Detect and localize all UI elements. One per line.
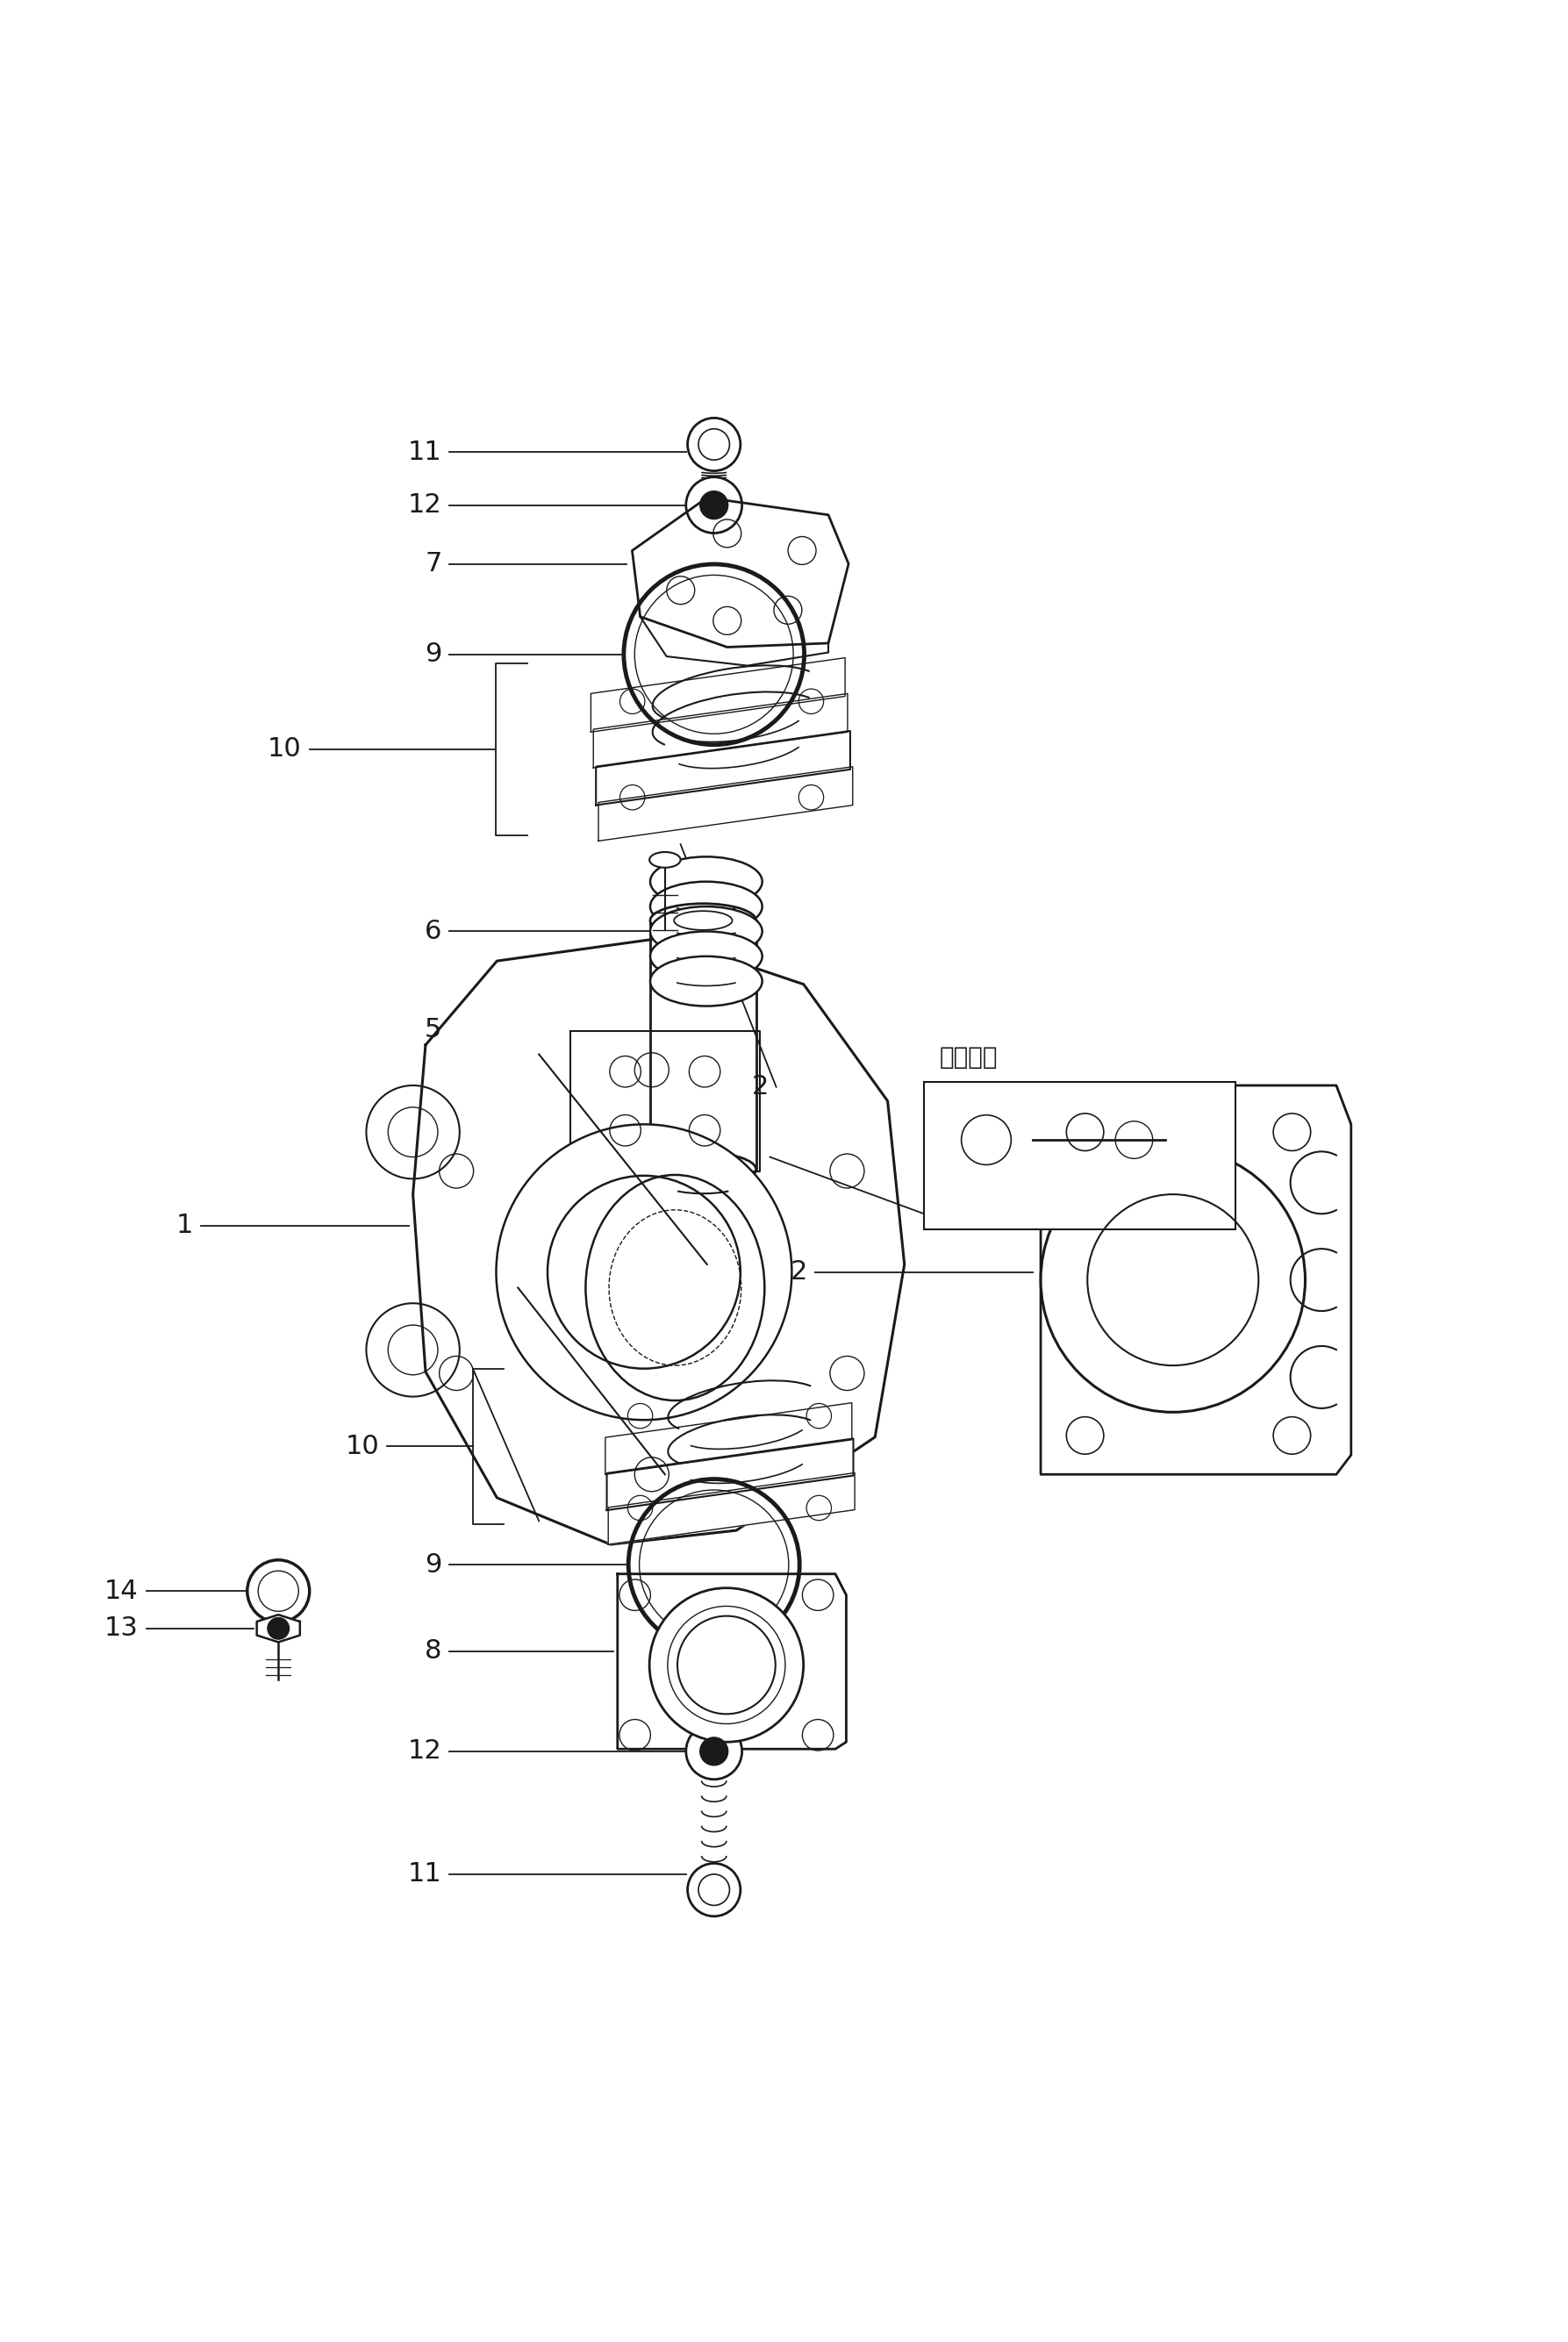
Ellipse shape — [651, 857, 762, 906]
Text: 7: 7 — [425, 550, 442, 576]
Text: 12: 12 — [408, 1738, 442, 1764]
Text: 13: 13 — [103, 1616, 138, 1642]
Circle shape — [687, 1864, 740, 1916]
Circle shape — [495, 1124, 792, 1419]
Polygon shape — [607, 1438, 853, 1511]
Text: Serial No.10001～10036: Serial No.10001～10036 — [939, 1082, 1198, 1103]
Text: 11: 11 — [408, 440, 442, 466]
Polygon shape — [412, 937, 905, 1543]
Polygon shape — [593, 693, 848, 768]
Text: 1: 1 — [176, 1213, 193, 1239]
Text: 2: 2 — [751, 1075, 768, 1101]
Text: 12: 12 — [408, 492, 442, 518]
Polygon shape — [591, 658, 845, 733]
Ellipse shape — [651, 956, 762, 1007]
Text: 14: 14 — [105, 1579, 138, 1604]
Bar — [924, 1082, 1236, 1230]
Text: 適用号機: 適用号機 — [939, 1045, 997, 1070]
Polygon shape — [608, 1473, 855, 1543]
Text: 10: 10 — [345, 1433, 379, 1459]
Text: 4: 4 — [1148, 1183, 1165, 1206]
Ellipse shape — [651, 881, 762, 932]
Ellipse shape — [651, 932, 762, 981]
Text: 9: 9 — [425, 1553, 442, 1579]
Polygon shape — [605, 1403, 851, 1475]
Text: 5: 5 — [425, 1016, 442, 1042]
Ellipse shape — [651, 906, 762, 956]
Text: 9: 9 — [425, 642, 442, 667]
Circle shape — [699, 492, 728, 520]
Polygon shape — [599, 766, 853, 841]
Text: 8: 8 — [425, 1639, 442, 1663]
Polygon shape — [596, 731, 850, 806]
Circle shape — [547, 1176, 740, 1368]
Ellipse shape — [649, 852, 681, 867]
Circle shape — [268, 1618, 289, 1639]
Text: 3: 3 — [1148, 1119, 1165, 1145]
Polygon shape — [1041, 1084, 1352, 1475]
Text: 11: 11 — [408, 1862, 442, 1888]
Circle shape — [699, 1738, 728, 1766]
Text: 2: 2 — [790, 1260, 808, 1286]
Circle shape — [1041, 1148, 1305, 1412]
Polygon shape — [257, 1614, 299, 1642]
Text: 6: 6 — [425, 918, 442, 944]
Ellipse shape — [651, 1152, 756, 1187]
Circle shape — [685, 478, 742, 534]
Polygon shape — [618, 1574, 847, 1749]
Ellipse shape — [651, 904, 756, 937]
Circle shape — [687, 417, 740, 471]
Polygon shape — [632, 499, 848, 646]
Circle shape — [685, 1724, 742, 1780]
Circle shape — [649, 1588, 803, 1742]
Text: 10: 10 — [268, 738, 301, 761]
